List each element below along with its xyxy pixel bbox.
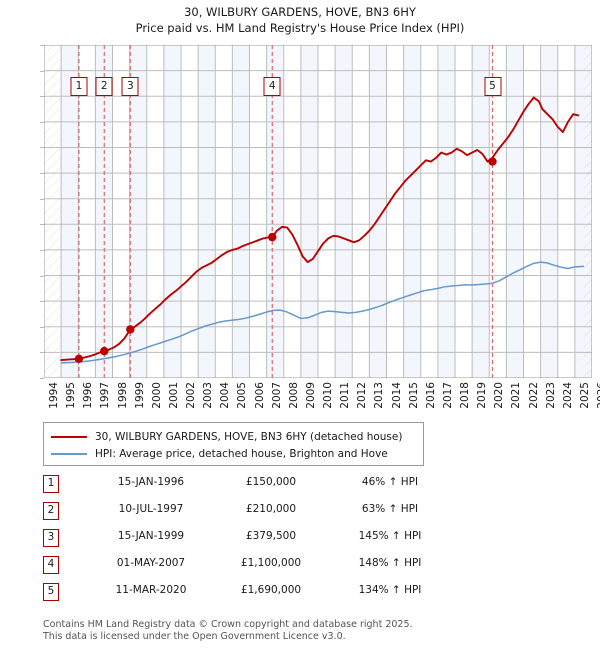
row-hpi-comparison: 145% ↑ HPI bbox=[358, 530, 422, 542]
row-price: £1,690,000 bbox=[240, 584, 302, 596]
y-axis-tick bbox=[40, 249, 44, 251]
row-hpi-comparison: 63% ↑ HPI bbox=[361, 503, 419, 515]
y-axis-tick bbox=[40, 301, 44, 303]
row-date: 15-JAN-1999 bbox=[117, 530, 185, 542]
footer-attribution: Contains HM Land Registry data © Crown c… bbox=[43, 619, 583, 642]
y-axis-tick bbox=[40, 352, 44, 354]
x-axis-tick-label: 2015 bbox=[407, 382, 420, 409]
chart-marker-5[interactable]: 5 bbox=[484, 77, 501, 96]
y-axis-tick bbox=[40, 378, 44, 379]
y-axis-tick bbox=[40, 275, 44, 277]
x-axis-tick-label: 2014 bbox=[390, 382, 403, 409]
x-axis-tick-label: 2017 bbox=[441, 382, 454, 409]
x-axis-tick-label: 2016 bbox=[424, 382, 437, 409]
x-axis-tick-label: 1999 bbox=[133, 382, 146, 409]
y-axis-tick bbox=[40, 121, 44, 123]
x-axis-tick-label: 2003 bbox=[202, 382, 215, 409]
row-date: 10-JUL-1997 bbox=[118, 503, 184, 515]
plot-svg bbox=[44, 45, 592, 378]
row-index-badge: 4 bbox=[43, 556, 59, 574]
table-row[interactable]: 2 10-JUL-1997 £210,000 63% ↑ HPI bbox=[43, 500, 463, 527]
legend-row: HPI: Average price, detached house, Brig… bbox=[51, 445, 423, 462]
row-index-badge: 2 bbox=[43, 502, 59, 520]
table-row[interactable]: 3 15-JAN-1999 £379,500 145% ↑ HPI bbox=[43, 527, 463, 554]
table-row[interactable]: 5 11-MAR-2020 £1,690,000 134% ↑ HPI bbox=[43, 581, 463, 608]
page-title: 30, WILBURY GARDENS, HOVE, BN3 6HY bbox=[184, 5, 416, 19]
x-axis-tick-label: 2022 bbox=[527, 382, 540, 409]
y-axis-tick bbox=[40, 173, 44, 175]
chart-marker-4[interactable]: 4 bbox=[263, 77, 281, 96]
legend-row: 30, WILBURY GARDENS, HOVE, BN3 6HY (deta… bbox=[51, 428, 423, 445]
row-hpi-comparison: 148% ↑ HPI bbox=[358, 557, 422, 569]
x-axis-tick-label: 2010 bbox=[322, 382, 334, 409]
footer-line-1: Contains HM Land Registry data © Crown c… bbox=[43, 619, 413, 630]
x-axis-tick-label: 2000 bbox=[150, 382, 163, 409]
x-axis-tick-label: 2009 bbox=[304, 382, 317, 409]
x-axis-tick-label: 2001 bbox=[167, 382, 180, 409]
x-axis-tick-label: 1996 bbox=[82, 382, 95, 409]
row-index-badge: 1 bbox=[43, 475, 59, 493]
row-price: £1,100,000 bbox=[240, 557, 302, 569]
x-axis-tick-label: 2012 bbox=[356, 382, 369, 409]
legend-swatch-hpi bbox=[51, 452, 87, 455]
chart-legend: 30, WILBURY GARDENS, HOVE, BN3 6HY (deta… bbox=[43, 422, 424, 466]
x-axis-tick-label: 1997 bbox=[99, 382, 112, 409]
x-axis-tick-label: 2024 bbox=[561, 382, 574, 409]
row-date: 15-JAN-1996 bbox=[117, 476, 185, 488]
y-axis-tick bbox=[40, 70, 44, 72]
x-axis-tick-label: 2025 bbox=[578, 382, 591, 409]
x-axis-tick-label: 2006 bbox=[253, 382, 266, 409]
legend-label-hpi: HPI: Average price, detached house, Brig… bbox=[95, 447, 388, 460]
transactions-table: 1 15-JAN-1996 £150,000 46% ↑ HPI 2 10-JUL-199… bbox=[43, 473, 463, 608]
row-hpi-comparison: 134% ↑ HPI bbox=[358, 584, 422, 596]
y-axis-tick bbox=[40, 326, 44, 328]
x-axis-tick-label: 2013 bbox=[373, 382, 386, 409]
x-axis-tick-label: 1994 bbox=[48, 382, 60, 409]
legend-label-price-paid: 30, WILBURY GARDENS, HOVE, BN3 6HY (deta… bbox=[95, 430, 403, 443]
x-axis-tick-label: 2020 bbox=[493, 382, 506, 409]
chart-marker-2[interactable]: 2 bbox=[95, 77, 113, 96]
x-axis-tick-label: 2026 bbox=[596, 382, 600, 409]
x-axis-tick-label: 2021 bbox=[510, 382, 523, 409]
x-axis-tick-label: 2005 bbox=[236, 382, 249, 409]
x-axis-tick-label: 2002 bbox=[185, 382, 197, 409]
row-index-badge: 3 bbox=[43, 529, 59, 547]
row-date: 01-MAY-2007 bbox=[116, 557, 186, 569]
x-axis-tick-label: 2004 bbox=[219, 382, 232, 409]
row-price: £210,000 bbox=[245, 503, 297, 515]
y-axis-tick bbox=[40, 224, 44, 226]
row-hpi-comparison: 46% ↑ HPI bbox=[361, 476, 419, 488]
row-date: 11-MAR-2020 bbox=[115, 584, 187, 596]
y-axis-tick bbox=[40, 96, 44, 98]
x-axis-tick-label: 1995 bbox=[65, 382, 78, 409]
y-axis-tick bbox=[40, 198, 44, 200]
table-row[interactable]: 1 15-JAN-1996 £150,000 46% ↑ HPI bbox=[43, 473, 463, 500]
chart-marker-3[interactable]: 3 bbox=[121, 77, 139, 96]
x-axis-tick-label: 1998 bbox=[116, 382, 129, 409]
x-axis-tick-label: 2007 bbox=[270, 382, 283, 409]
page-subtitle: Price paid vs. HM Land Registry's House … bbox=[135, 21, 465, 35]
row-price: £379,500 bbox=[245, 530, 297, 542]
row-index-badge: 5 bbox=[43, 583, 59, 601]
x-axis-tick-label: 2011 bbox=[339, 382, 352, 409]
legend-swatch-price-paid bbox=[51, 435, 87, 438]
table-row[interactable]: 4 01-MAY-2007 £1,100,000 148% ↑ HPI bbox=[43, 554, 463, 581]
x-axis-tick-label: 2023 bbox=[544, 382, 557, 409]
row-price: £150,000 bbox=[245, 476, 297, 488]
x-axis-tick-label: 2019 bbox=[476, 382, 489, 409]
x-axis-tick-label: 2018 bbox=[459, 382, 471, 409]
chart-title-block: 30, WILBURY GARDENS, HOVE, BN3 6HY Price… bbox=[0, 4, 600, 36]
y-axis-tick bbox=[40, 147, 44, 149]
chart-marker-1[interactable]: 1 bbox=[70, 77, 88, 96]
y-axis-tick bbox=[40, 45, 44, 46]
footer-line-2: This data is licensed under the Open Gov… bbox=[43, 630, 346, 642]
x-axis-tick-label: 2008 bbox=[287, 382, 300, 409]
